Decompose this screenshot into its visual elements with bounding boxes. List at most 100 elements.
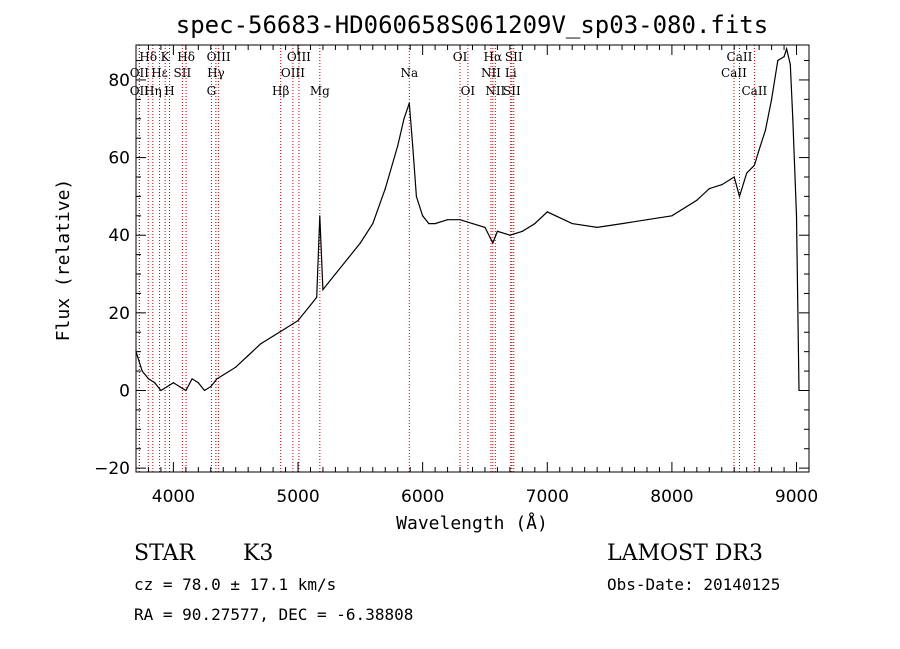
line-id-label: OIII xyxy=(207,50,231,64)
x-tick-label: 8000 xyxy=(650,487,693,507)
spectrum-point xyxy=(471,222,474,225)
chart-title: spec-56683-HD060658S061209V_sp03-080.fit… xyxy=(176,11,768,39)
spectrum-point xyxy=(571,222,573,225)
spectrum-point xyxy=(764,129,766,131)
y-tick-label: 80 xyxy=(108,71,130,91)
spectrum-point xyxy=(147,378,150,380)
spectrum-point xyxy=(359,242,361,244)
spectrum-point xyxy=(785,48,788,50)
spectrum-point xyxy=(795,215,798,217)
spectrum-point xyxy=(446,219,449,221)
x-tick-label: 6000 xyxy=(401,487,444,507)
x-axis-ticks: 4000 5000 6000 7000 8000 9000 xyxy=(135,45,818,507)
line-id-label: SII xyxy=(505,50,523,64)
spectrum-point xyxy=(492,242,494,244)
line-id-label: SII xyxy=(174,66,192,80)
spectrum-point xyxy=(216,378,218,380)
spectrum-point xyxy=(746,172,748,174)
spectrum-point xyxy=(496,230,499,232)
line-id-label: OII xyxy=(130,84,150,98)
line-id-label: G xyxy=(207,84,217,98)
spectrum-point xyxy=(222,374,224,376)
spectrum-point xyxy=(272,335,274,337)
line-id-label: OIII xyxy=(281,66,305,80)
line-id-label: Hδ xyxy=(139,50,157,64)
survey-name: LAMOST DR3 xyxy=(607,541,763,566)
spectrum-point xyxy=(733,176,735,178)
spectrum-point xyxy=(428,222,430,225)
spectrum-point xyxy=(372,222,374,225)
x-tick-label: 5000 xyxy=(276,487,319,507)
line-id-label: Hβ xyxy=(272,84,289,98)
spectrum-point xyxy=(309,304,312,306)
line-id-label: CaII xyxy=(721,66,747,80)
spectrum-point xyxy=(696,199,698,201)
spectrum-point xyxy=(166,386,168,388)
spectrum-point xyxy=(235,366,237,368)
spectrum-point xyxy=(758,149,760,151)
spectrum-point xyxy=(284,327,287,329)
spectrum-point xyxy=(179,386,181,388)
line-id-label: H xyxy=(164,84,174,98)
line-id-label: Hγ xyxy=(207,66,225,80)
spectrum-point xyxy=(203,389,206,392)
line-id-label: K xyxy=(161,50,171,64)
spectrum-point xyxy=(154,382,156,384)
spectrum-point xyxy=(738,195,741,197)
x-axis-label: Wavelength (Å) xyxy=(396,512,548,534)
spectrum-point xyxy=(646,219,648,221)
spectrum-point xyxy=(141,370,143,372)
line-id-label: Na xyxy=(400,66,418,80)
object-class: STAR xyxy=(134,541,196,566)
redshift-readout: cz = 78.0 ± 17.1 km/s xyxy=(134,575,336,594)
line-id-label: OI xyxy=(461,84,476,98)
spectrum-point xyxy=(792,118,794,120)
spectrum-point xyxy=(484,226,486,229)
spectrum-point xyxy=(319,215,321,217)
spectrum-point xyxy=(247,354,249,357)
y-tick-label: 40 xyxy=(108,226,130,246)
spectrum-point xyxy=(384,188,386,190)
line-id-label: CaII xyxy=(741,84,767,98)
line-id-label: Hα xyxy=(484,50,503,64)
observation-date: Obs-Date: 20140125 xyxy=(607,575,780,594)
spectrum-point xyxy=(771,98,773,100)
line-id-label: CaII xyxy=(727,50,753,64)
spectrum-point xyxy=(191,378,193,380)
object-subclass: K3 xyxy=(243,541,273,566)
spectrum-point xyxy=(422,215,424,217)
line-id-label: OIII xyxy=(287,50,311,64)
x-tick-label: 4000 xyxy=(152,487,195,507)
spectrum-point xyxy=(434,222,436,225)
spectrum-point xyxy=(397,145,399,147)
x-tick-label: 9000 xyxy=(775,487,818,507)
x-tick-label: 7000 xyxy=(526,487,569,507)
line-id-label: NII xyxy=(481,66,501,80)
line-id-label: Hδ xyxy=(177,50,195,64)
spectrum-point xyxy=(415,195,418,197)
spectrum-point xyxy=(316,296,318,298)
spectrum-line-0 xyxy=(135,46,800,392)
spectrum-point xyxy=(412,145,414,147)
spectrum-point xyxy=(322,288,324,291)
y-tick-label: 60 xyxy=(108,149,130,169)
spectrum-point xyxy=(783,56,785,58)
line-id-label: Li xyxy=(505,66,517,80)
spectrum-point xyxy=(403,118,405,120)
line-id-label: SII xyxy=(503,84,521,98)
spectrum-point xyxy=(297,320,299,322)
spectrum-point xyxy=(260,343,262,345)
spectrum-point xyxy=(459,219,461,221)
spectrum-point xyxy=(546,211,548,213)
spectrum-point xyxy=(777,59,779,62)
spectrum-point xyxy=(753,164,756,166)
y-axis-ticks: −20 0 20 40 60 80 xyxy=(94,60,809,479)
y-tick-label: 0 xyxy=(119,381,130,401)
spectrum-point xyxy=(596,226,598,229)
spectrum-point xyxy=(621,222,623,225)
spectrum-point xyxy=(408,102,410,104)
line-id-label: Mg xyxy=(310,84,330,98)
spectrum-point xyxy=(172,382,174,384)
spectrum-point xyxy=(185,389,187,392)
